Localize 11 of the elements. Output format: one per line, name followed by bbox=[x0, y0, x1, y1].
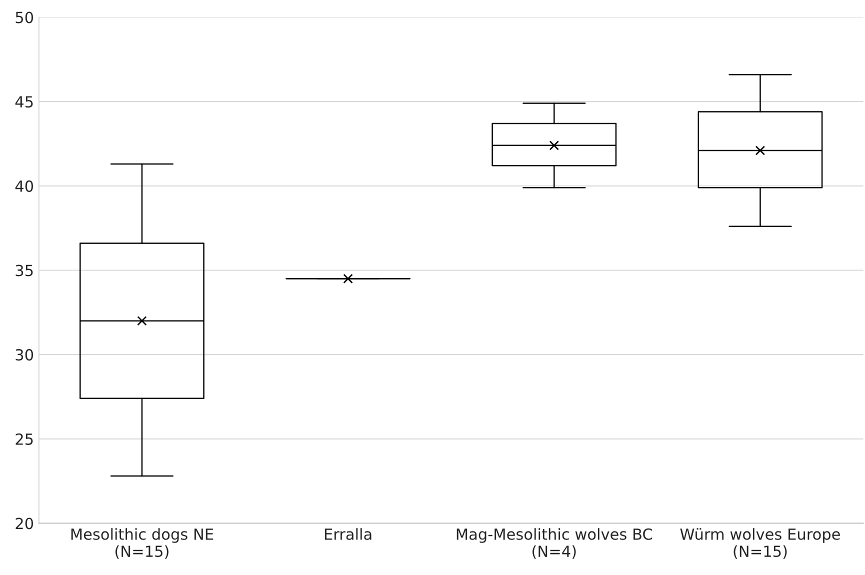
y-tick-label: 40 bbox=[15, 180, 34, 192]
y-tick-label: 45 bbox=[15, 96, 33, 108]
x-tick-label: Erralla bbox=[324, 528, 372, 540]
y-tick-label: 50 bbox=[16, 12, 34, 24]
x-tick-label: Mag-Mesolithic wolves BC (N=4) bbox=[456, 528, 652, 559]
x-tick-label: Mesolithic dogs NE (N=15) bbox=[71, 528, 214, 559]
x-tick-label: Würm wolves Europe (N=15) bbox=[680, 528, 840, 559]
y-tick-label: 20 bbox=[16, 518, 34, 530]
y-tick-label: 30 bbox=[16, 349, 34, 361]
y-tick-label: 35 bbox=[16, 264, 33, 276]
y-tick-label: 25 bbox=[16, 433, 33, 445]
